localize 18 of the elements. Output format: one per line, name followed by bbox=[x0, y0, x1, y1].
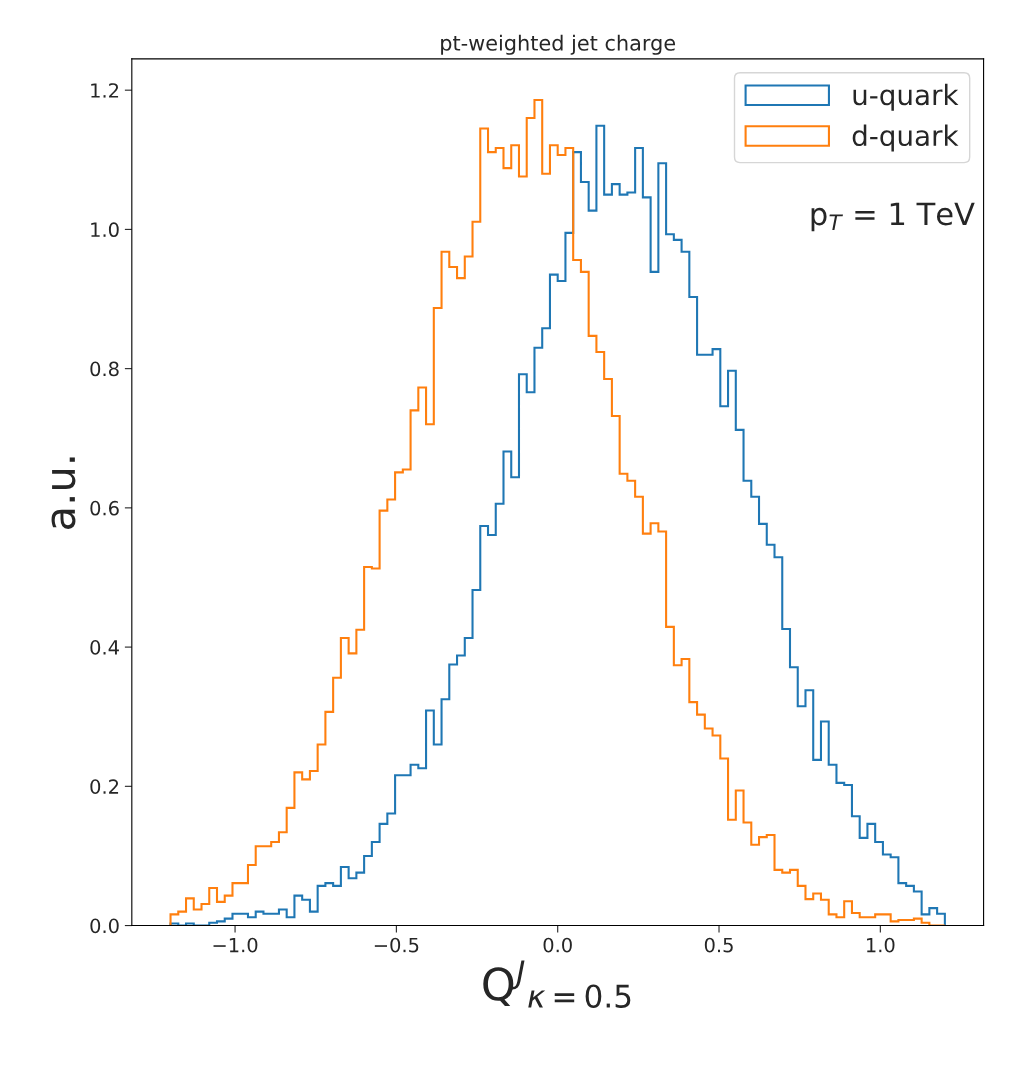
legend-label: d-quark bbox=[852, 124, 959, 152]
y-tick-label: 0.0 bbox=[90, 918, 119, 934]
y-tick-label: 0.4 bbox=[90, 640, 119, 655]
y-tick-label: 1.0 bbox=[91, 222, 119, 238]
x-tick-label: −1.0 bbox=[213, 937, 258, 953]
x-tick-label: −0.5 bbox=[374, 937, 419, 953]
y-tick-label: 0.8 bbox=[90, 361, 119, 377]
x-tick-label: 1.0 bbox=[867, 937, 895, 953]
x-tick-label: 0.5 bbox=[704, 937, 733, 953]
x-tick-label: 0.0 bbox=[543, 937, 572, 953]
annotation: p$_{T}$ = 1 TeV bbox=[811, 202, 975, 232]
y-tick-label: 1.2 bbox=[91, 83, 119, 98]
y-tick-label: 0.6 bbox=[90, 500, 119, 516]
legend-label: u-quark bbox=[853, 83, 959, 111]
chart-title: pt-weighted jet charge bbox=[441, 34, 676, 55]
x-axis-title: Q$^{J}$$_{κ=0.5}$ bbox=[483, 960, 631, 1008]
y-tick-label: 0.2 bbox=[90, 779, 119, 794]
y-axis-title: a.u. bbox=[51, 457, 76, 529]
